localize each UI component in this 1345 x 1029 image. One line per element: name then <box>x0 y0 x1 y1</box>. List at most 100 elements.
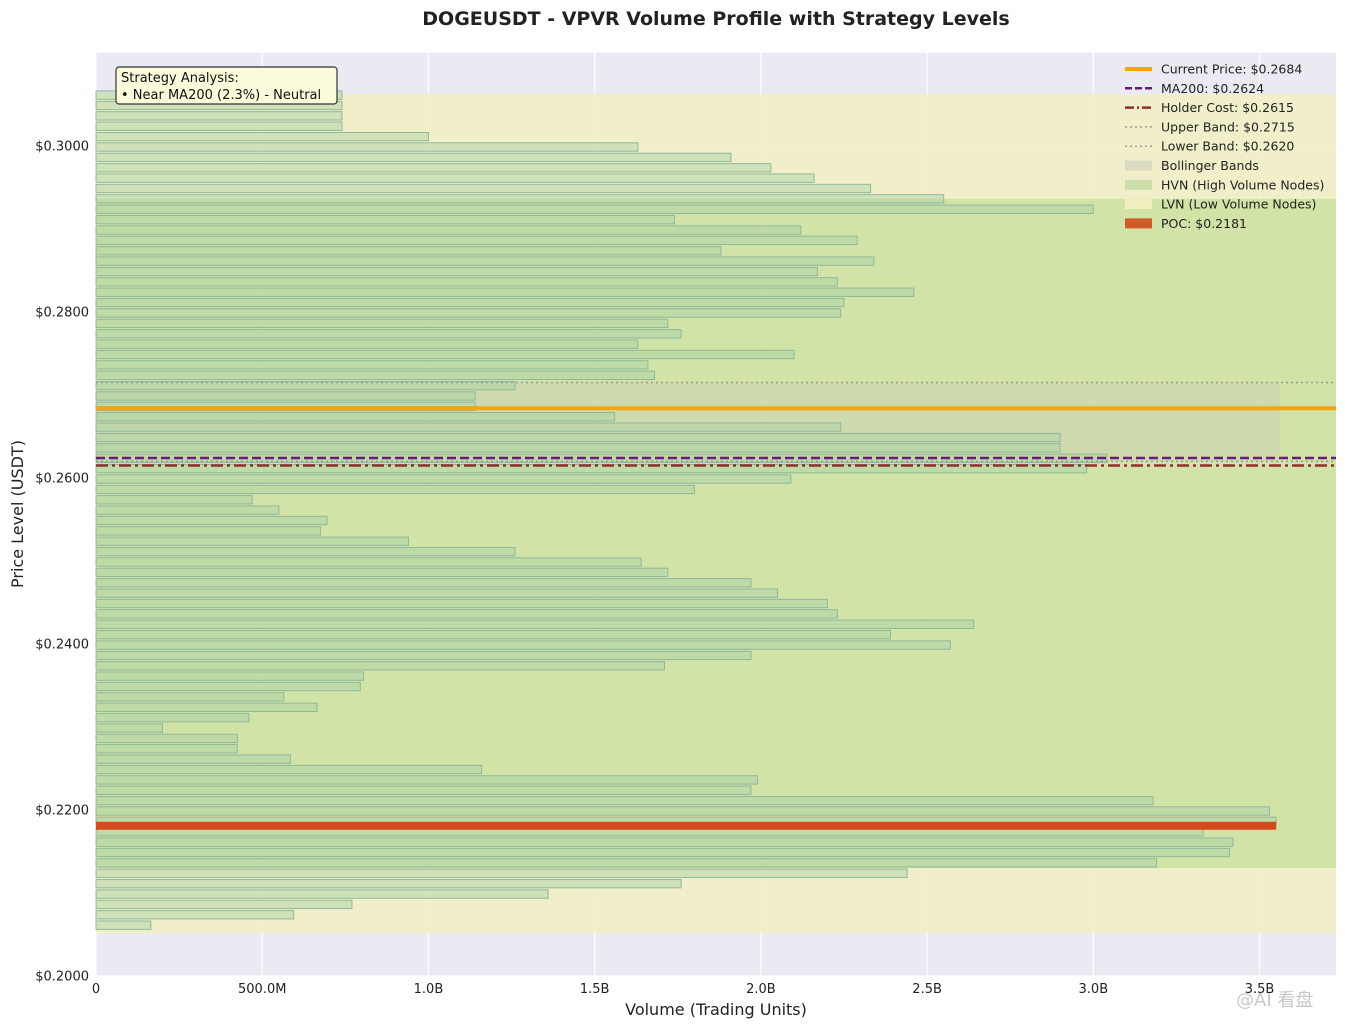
volume-bar <box>95 422 842 432</box>
volume-bar <box>95 339 639 349</box>
volume-bars <box>95 90 1277 930</box>
volume-bar <box>95 681 361 692</box>
bollinger-band-zone <box>96 382 1280 462</box>
x-tick-label: 0 <box>92 982 100 997</box>
y-tick-label: $0.2800 <box>35 305 89 320</box>
volume-bar <box>95 868 908 878</box>
volume-bar <box>95 349 795 360</box>
x-tick-label: 3.0B <box>1079 982 1109 997</box>
volume-bar <box>95 640 951 650</box>
volume-bar <box>95 360 649 370</box>
volume-bar <box>95 578 752 588</box>
volume-bar <box>95 194 945 204</box>
legend-swatch <box>1125 199 1152 210</box>
volume-bar <box>95 671 365 681</box>
volume-bar <box>95 463 1088 474</box>
volume-bar <box>95 619 975 629</box>
volume-bar <box>95 754 291 764</box>
volume-bar <box>95 505 280 515</box>
volume-bar <box>95 183 872 194</box>
strategy-annotation: Strategy Analysis: • Near MA200 (2.3%) -… <box>115 66 338 105</box>
volume-bar <box>95 795 1154 806</box>
volume-bar <box>95 650 752 661</box>
y-tick-label: $0.2400 <box>35 637 89 652</box>
volume-bar <box>95 764 483 775</box>
x-tick-label: 2.5B <box>912 982 942 997</box>
volume-bar <box>95 131 429 142</box>
volume-bar <box>95 889 549 899</box>
y-axis-label: Price Level (USDT) <box>8 440 27 588</box>
chart-title: DOGEUSDT - VPVR Volume Profile with Stra… <box>422 8 1009 30</box>
volume-bar <box>95 899 353 910</box>
x-tick-label: 3.5B <box>1245 982 1275 997</box>
volume-bar <box>95 329 682 339</box>
y-tick-label: $0.3000 <box>35 139 89 154</box>
volume-bar <box>95 515 328 526</box>
x-axis-ticks: 0 500.0M 1.0B 1.5B 2.0B 2.5B 3.0B 3.5B <box>92 982 1274 997</box>
volume-bar <box>95 111 343 121</box>
volume-bar <box>95 246 722 256</box>
volume-bar <box>95 775 759 785</box>
volume-bar <box>95 920 152 930</box>
volume-bar <box>95 495 253 505</box>
watermark: @AI 看盘 <box>1236 990 1313 1011</box>
x-tick-label: 1.5B <box>580 982 610 997</box>
y-axis-ticks: $0.2000 $0.2200 $0.2400 $0.2600 $0.2800 $0.30… <box>35 139 89 984</box>
volume-bar <box>95 661 665 671</box>
volume-bar <box>95 277 838 287</box>
volume-bar <box>95 712 250 723</box>
x-axis-label: Volume (Trading Units) <box>625 1000 807 1019</box>
volume-bar <box>95 536 409 546</box>
volume-bar <box>95 380 516 391</box>
volume-bar <box>95 432 1061 443</box>
volume-bar <box>95 806 1271 816</box>
volume-bar <box>95 474 792 484</box>
volume-bar <box>95 744 238 754</box>
volume-bar <box>95 878 682 889</box>
legend-label: Lower Band: $0.2620 <box>1161 139 1294 154</box>
legend-label: MA200: $0.2624 <box>1161 81 1264 96</box>
volume-bar <box>95 163 772 173</box>
volume-bar <box>95 152 732 163</box>
volume-bar <box>95 225 802 235</box>
volume-bar <box>95 142 639 152</box>
volume-bar <box>95 121 343 131</box>
volume-bar <box>95 412 616 422</box>
legend-label: POC: $0.2181 <box>1161 216 1247 231</box>
volume-bar <box>95 318 669 329</box>
volume-bar <box>95 173 815 183</box>
volume-bar <box>95 256 875 266</box>
volume-bar <box>95 214 675 225</box>
volume-bar <box>95 629 892 640</box>
volume-bar <box>95 370 655 380</box>
volume-bar <box>95 204 1094 214</box>
legend-label: HVN (High Volume Nodes) <box>1161 177 1324 192</box>
annotation-line-2: • Near MA200 (2.3%) - Neutral <box>121 88 321 103</box>
volume-bar <box>95 910 295 920</box>
volume-bar <box>95 546 516 557</box>
volume-bar <box>95 598 828 609</box>
legend-label: Upper Band: $0.2715 <box>1161 119 1295 134</box>
volume-bar <box>95 266 818 277</box>
annotation-box <box>115 66 338 105</box>
y-tick-label: $0.2200 <box>35 803 89 818</box>
volume-bar <box>95 297 845 308</box>
volume-bar <box>95 484 695 495</box>
volume-bar <box>95 557 642 567</box>
y-tick-label: $0.2000 <box>35 970 89 985</box>
volume-bar <box>95 235 858 246</box>
volume-bar <box>95 308 842 318</box>
x-tick-label: 2.0B <box>746 982 776 997</box>
volume-bar <box>95 443 1061 453</box>
volume-bar <box>95 692 285 702</box>
legend-label: LVN (Low Volume Nodes) <box>1161 197 1316 212</box>
strategy-levels <box>96 381 1336 830</box>
legend-swatch <box>1125 218 1152 229</box>
volume-bar <box>95 723 163 733</box>
legend: Current Price: $0.2684 MA200: $0.2624 Hold… <box>1125 62 1324 231</box>
volume-bar <box>95 847 1231 858</box>
legend-label: Current Price: $0.2684 <box>1161 62 1302 77</box>
legend-label: Bollinger Bands <box>1161 158 1259 173</box>
volume-bar <box>95 588 779 598</box>
